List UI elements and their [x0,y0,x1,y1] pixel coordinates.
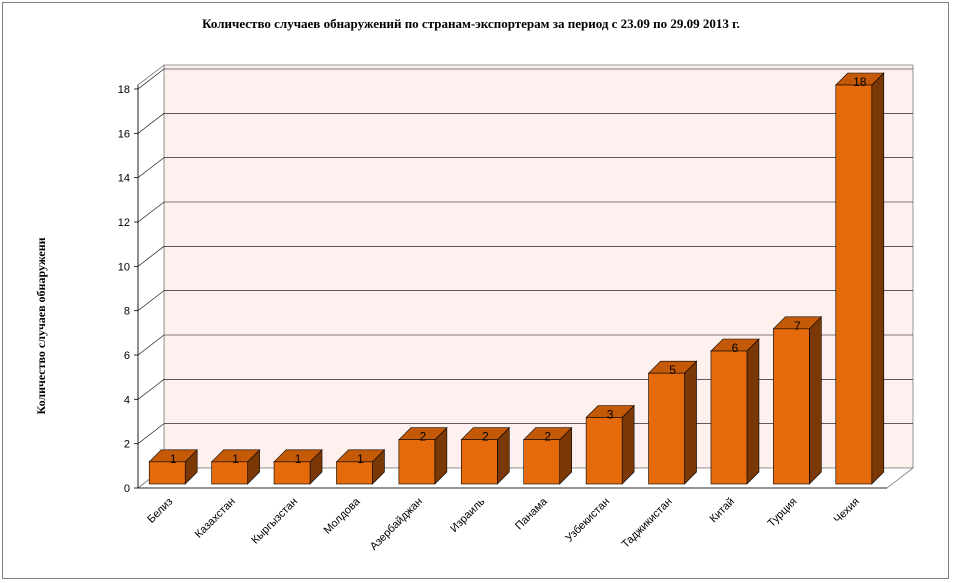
gridline [137,201,913,223]
bar-side [746,338,760,485]
x-category-label: Азербайджан [368,496,425,553]
data-label: 1 [170,452,177,466]
x-category-label: Турция [766,496,800,530]
gridline [137,113,913,134]
bar [710,350,748,485]
data-label: 1 [295,452,302,466]
data-label: 2 [482,430,489,444]
bar [148,461,186,485]
bar [398,439,436,485]
gridline [137,246,913,267]
y-tick-label: 14 [118,173,130,185]
data-label: 3 [607,408,614,422]
bar [336,461,373,485]
x-category-label: Кыргызстан [249,496,300,547]
bar [273,461,311,485]
bar-chart: Количество случаев обнаружений по страна… [34,16,915,553]
gridline [137,290,913,311]
bar [460,439,498,485]
x-category-label: Белиз [145,496,175,526]
bar [585,417,623,485]
data-label: 2 [420,430,427,444]
data-label: 1 [357,452,364,466]
y-axis-label: Количество случаев обнаружени [34,237,48,414]
chart-title: Количество случаев обнаружений по страна… [202,16,740,31]
bar [648,372,685,485]
x-category-label: Молдова [322,495,364,537]
bar [523,439,561,485]
bar-side [809,316,822,485]
bar [773,328,810,485]
data-label: 18 [853,75,867,89]
y-tick-label: 12 [118,217,130,229]
bar [211,461,248,485]
data-label: 2 [544,430,551,444]
data-label: 1 [232,452,239,466]
x-category-label: Чехия [832,496,862,526]
y-tick-label: 0 [124,483,130,495]
x-category-label: Таджикистан [620,496,675,551]
bar-side [621,404,635,485]
x-category-label: Узбекистан [563,496,612,545]
x-category-label: Казахстан [193,496,238,541]
x-category-label: Панама [513,495,550,532]
x-category-label: Китай [708,496,738,526]
side-wall [137,64,165,489]
x-category-label: Израиль [448,495,487,534]
y-tick-label: 2 [124,439,130,451]
bar-side [684,360,697,485]
y-tick-label: 4 [124,394,130,406]
bar-side [871,72,885,485]
y-tick-label: 10 [118,261,130,273]
plot-area: 0246810121416181Белиз1Казахстан1Кыргызст… [118,64,915,553]
bar [835,84,873,485]
y-tick-label: 18 [118,84,130,96]
gridline [137,334,913,356]
y-tick-label: 6 [124,350,130,362]
data-label: 7 [794,319,801,333]
data-label: 5 [669,363,676,377]
data-label: 6 [732,341,739,355]
gridline [137,157,913,178]
gridline [137,68,913,90]
y-tick-label: 8 [124,306,130,318]
y-tick-label: 16 [118,128,130,140]
